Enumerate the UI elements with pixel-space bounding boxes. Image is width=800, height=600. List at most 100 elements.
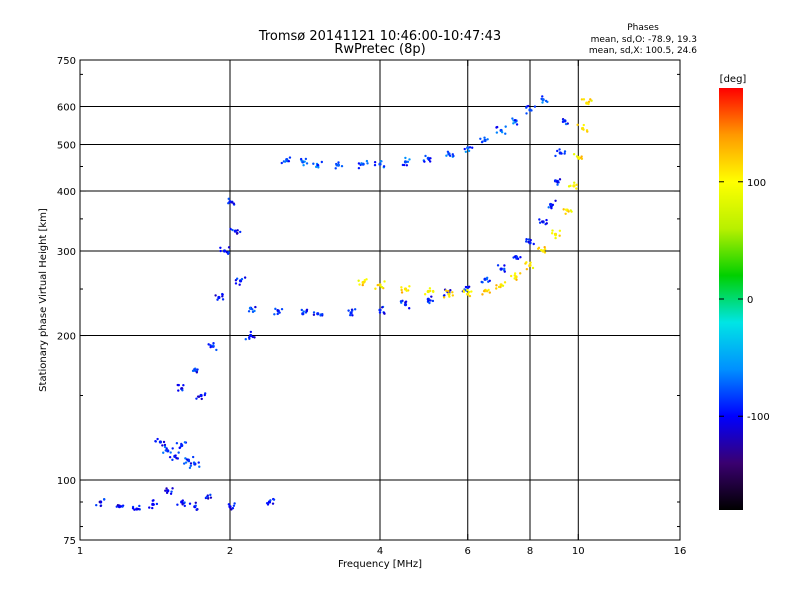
echo-point	[168, 455, 172, 459]
echo-point	[423, 160, 426, 163]
echo-point	[254, 305, 257, 309]
echo-point	[429, 289, 432, 293]
echo-point	[530, 109, 533, 112]
echo-point	[451, 294, 455, 297]
echo-point	[162, 451, 165, 454]
echo-point	[198, 465, 201, 468]
y-tick-label: 750	[57, 56, 76, 67]
echo-point	[513, 272, 517, 275]
echo-point	[231, 507, 235, 510]
echo-point	[215, 348, 218, 352]
echo-point	[527, 238, 530, 241]
echo-point	[165, 491, 169, 495]
echo-point	[247, 336, 251, 339]
echo-point	[181, 503, 184, 506]
echo-point	[525, 267, 529, 271]
echo-point	[302, 164, 305, 167]
echo-point	[305, 309, 308, 313]
echo-point	[209, 344, 212, 347]
echo-point	[403, 160, 408, 164]
echo-point	[183, 504, 186, 508]
echo-point	[549, 205, 553, 208]
echo-point	[321, 312, 324, 316]
echo-point	[589, 98, 592, 101]
echo-point	[234, 282, 238, 285]
echo-point	[206, 494, 209, 497]
echo-point	[527, 240, 530, 244]
echo-point	[99, 504, 102, 508]
echo-point	[212, 344, 215, 347]
echo-point	[165, 447, 168, 450]
echo-point	[573, 181, 576, 184]
echo-point	[181, 499, 185, 502]
echo-point	[427, 158, 431, 161]
echo-point	[302, 310, 305, 313]
echo-point	[503, 281, 507, 284]
echo-point	[406, 160, 410, 164]
echo-point	[378, 162, 382, 166]
echo-point	[235, 277, 239, 280]
echo-point	[249, 330, 253, 334]
echo-point	[351, 309, 354, 312]
echo-point	[182, 384, 185, 387]
echo-point	[577, 157, 581, 161]
echo-point	[314, 165, 318, 169]
echo-point	[383, 280, 386, 283]
echo-point	[463, 147, 466, 151]
echo-point	[353, 308, 357, 311]
echo-point	[512, 122, 515, 125]
echo-point	[451, 291, 454, 294]
echo-point	[219, 246, 222, 249]
echo-point	[98, 500, 101, 504]
echo-point	[424, 154, 427, 158]
echo-point	[538, 221, 542, 224]
echo-point	[288, 156, 292, 159]
echo-point	[161, 444, 164, 447]
echo-point	[229, 227, 232, 231]
echo-point	[447, 289, 450, 293]
echo-point	[569, 184, 572, 188]
echo-point	[464, 150, 468, 153]
echo-point	[363, 279, 366, 282]
echo-point	[481, 293, 484, 296]
echo-point	[544, 99, 548, 103]
echo-point	[195, 508, 199, 511]
echo-point	[230, 201, 234, 204]
echo-point	[547, 206, 550, 209]
echo-point	[301, 312, 305, 316]
echo-point	[540, 220, 544, 223]
echo-point	[378, 311, 382, 314]
echo-point	[189, 462, 193, 465]
echo-point	[376, 283, 379, 287]
echo-point	[513, 119, 517, 122]
echo-point	[312, 313, 316, 316]
echo-point	[483, 136, 486, 139]
echo-point	[193, 367, 197, 370]
echo-point	[524, 240, 528, 243]
echo-point	[408, 285, 411, 288]
colorbar-tick-label: 0	[747, 295, 753, 306]
echo-point	[554, 154, 557, 158]
echo-point	[408, 158, 411, 161]
echo-point	[212, 342, 215, 345]
echo-point	[513, 277, 516, 280]
echo-point	[337, 163, 340, 167]
echo-point	[158, 440, 163, 444]
echo-point	[195, 371, 199, 374]
echo-point	[486, 290, 489, 293]
stats-o-mode: mean, sd,O: -78.9, 19.3	[591, 35, 697, 45]
echo-point	[205, 496, 208, 499]
echo-point	[564, 212, 567, 216]
echo-point	[558, 234, 561, 237]
echo-point	[319, 314, 322, 317]
echo-point	[400, 286, 403, 289]
echo-point	[164, 489, 167, 492]
echo-point	[164, 449, 167, 452]
echo-point	[479, 137, 482, 140]
echo-point	[428, 160, 432, 163]
grid-lines	[80, 60, 680, 540]
echo-point	[170, 490, 173, 493]
echo-point	[538, 218, 541, 221]
echo-point	[504, 132, 507, 135]
echo-point	[135, 507, 139, 511]
